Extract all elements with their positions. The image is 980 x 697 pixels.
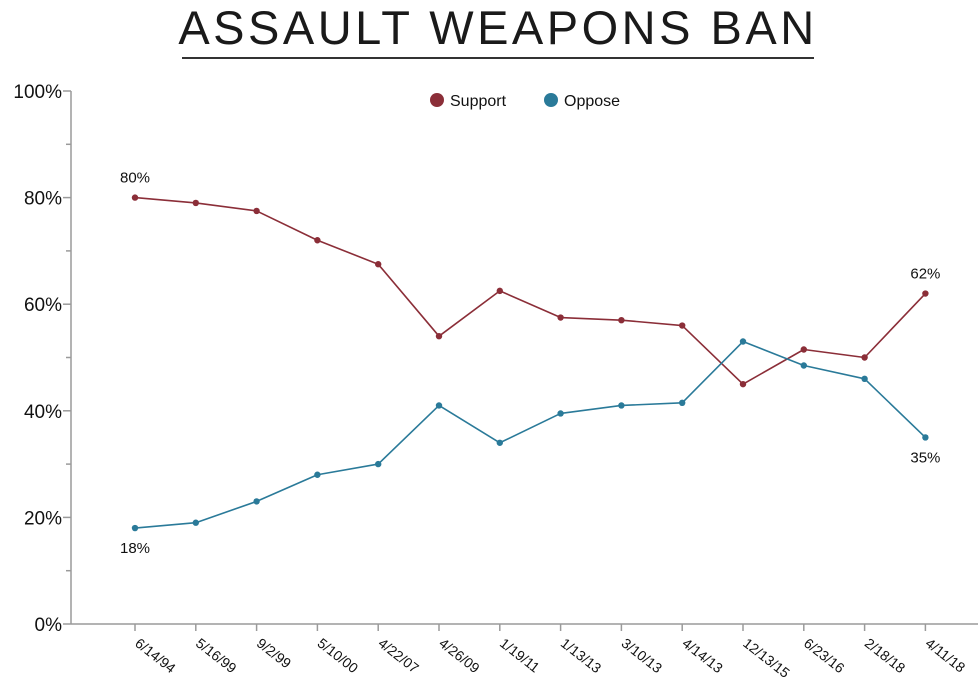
legend-label-support: Support bbox=[450, 93, 507, 110]
data-point-oppose bbox=[679, 399, 686, 407]
data-point-support bbox=[800, 346, 807, 353]
data-point-support bbox=[435, 332, 443, 340]
legend-label-oppose: Oppose bbox=[564, 93, 620, 110]
series-lines bbox=[134, 196, 926, 529]
x-tick-label: 4/26/09 bbox=[436, 635, 483, 676]
data-point-support bbox=[679, 322, 686, 329]
data-point-support bbox=[557, 314, 564, 321]
data-point-support bbox=[253, 207, 260, 215]
x-tick-label: 2/18/18 bbox=[862, 635, 909, 676]
y-tick-label: 40% bbox=[24, 402, 62, 423]
axes bbox=[70, 91, 978, 625]
data-labels: 80% 18% 62% 35% bbox=[120, 170, 940, 557]
data-point-oppose bbox=[922, 434, 929, 441]
y-tick-label: 20% bbox=[24, 508, 62, 529]
data-point-support bbox=[131, 194, 139, 201]
x-tick-label: 4/14/13 bbox=[679, 635, 726, 676]
data-point-oppose bbox=[557, 410, 564, 417]
y-tick-label: 0% bbox=[35, 615, 63, 636]
data-label: 80% bbox=[120, 170, 150, 187]
data-point-oppose bbox=[253, 498, 260, 505]
data-point-support bbox=[922, 290, 929, 297]
x-tick-label: 6/14/94 bbox=[132, 635, 179, 676]
y-tick-label: 80% bbox=[24, 189, 62, 210]
data-point-oppose bbox=[314, 471, 321, 478]
legend: Support Oppose bbox=[430, 93, 620, 110]
x-tick-label: 5/10/00 bbox=[315, 635, 362, 676]
title-underline bbox=[182, 57, 814, 59]
data-point-oppose bbox=[435, 402, 443, 409]
series-line-support bbox=[134, 196, 926, 385]
chart-title: ASSAULT WEAPONS BAN bbox=[178, 1, 818, 54]
data-label: 18% bbox=[120, 540, 150, 557]
x-tick-label: 4/22/07 bbox=[375, 635, 422, 676]
y-tick-label: 60% bbox=[24, 295, 62, 316]
data-point-oppose bbox=[131, 524, 139, 532]
data-points bbox=[131, 194, 929, 532]
axis-ticks: 0% 20% 40% 60% 80% 100% 6/14/94 5/16/99 9/2/99 5/… bbox=[13, 82, 968, 681]
series-line-oppose bbox=[134, 340, 926, 529]
x-tick-label: 5/16/99 bbox=[193, 635, 240, 676]
data-point-oppose bbox=[375, 460, 382, 468]
data-point-support bbox=[192, 199, 199, 207]
data-point-oppose bbox=[861, 375, 868, 383]
data-point-support bbox=[375, 261, 382, 268]
x-tick-label: 1/13/13 bbox=[558, 635, 605, 676]
x-tick-label: 3/10/13 bbox=[619, 635, 666, 676]
x-tick-label: 12/13/15 bbox=[740, 635, 793, 681]
data-point-support bbox=[496, 287, 503, 295]
data-point-support bbox=[314, 237, 321, 244]
x-tick-label: 9/2/99 bbox=[254, 635, 295, 672]
legend-marker-support bbox=[430, 93, 444, 107]
legend-marker-oppose bbox=[544, 93, 558, 107]
x-tick-label: 1/19/11 bbox=[497, 635, 543, 676]
data-label: 62% bbox=[910, 266, 940, 283]
data-point-support bbox=[861, 354, 868, 361]
data-point-support bbox=[618, 316, 625, 324]
data-point-oppose bbox=[618, 402, 625, 409]
data-point-oppose bbox=[192, 519, 199, 526]
x-tick-label: 6/23/16 bbox=[801, 635, 848, 676]
data-point-oppose bbox=[800, 362, 807, 369]
data-label: 35% bbox=[910, 449, 940, 466]
data-point-support bbox=[739, 380, 747, 388]
y-tick-label: 100% bbox=[13, 82, 62, 103]
data-point-oppose bbox=[496, 439, 503, 446]
x-tick-label: 4/11/18 bbox=[923, 635, 969, 676]
data-point-oppose bbox=[739, 338, 747, 345]
